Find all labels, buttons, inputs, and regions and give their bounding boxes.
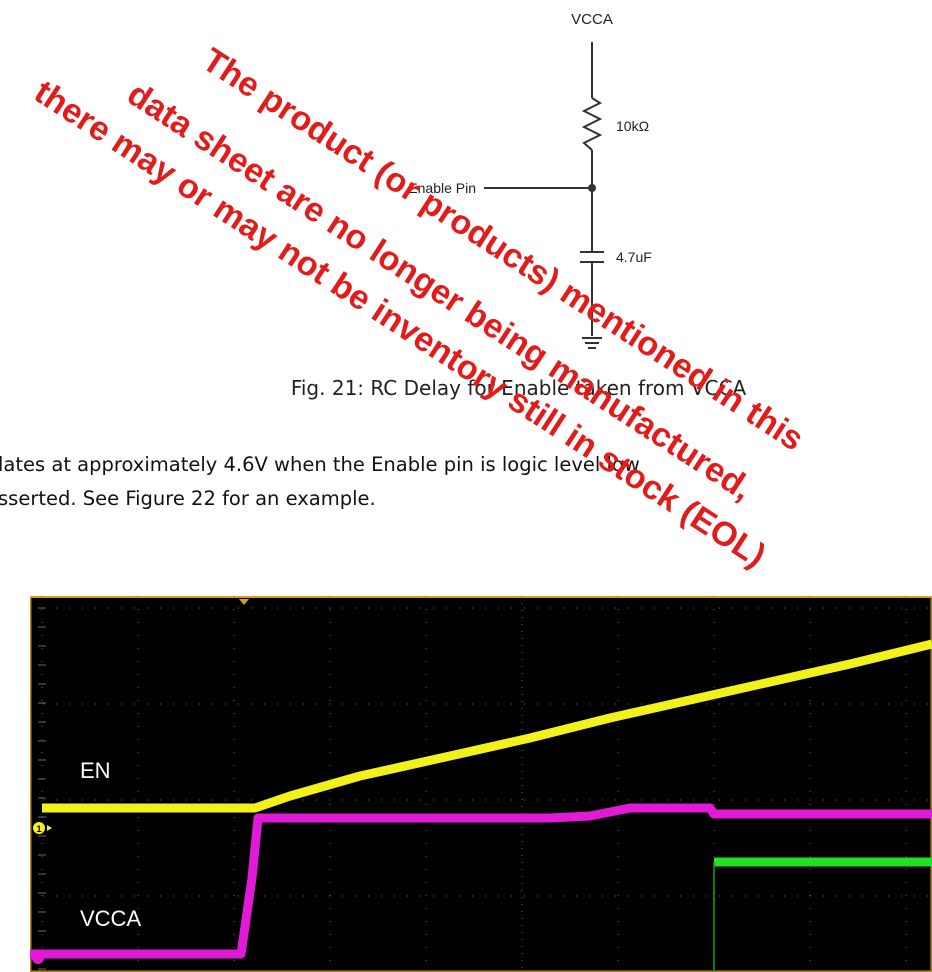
ground-icon <box>582 337 602 349</box>
en-trace-label: EN <box>80 758 111 783</box>
vcca-supply-label: VCCA <box>571 11 613 28</box>
oscilloscope-capture: EN VCCA 1 <box>30 596 932 972</box>
figure-caption: Fig. 21: RC Delay for Enable taken from … <box>290 376 747 400</box>
trigger-marker-icon <box>239 599 249 605</box>
channel-marker-vcca-icon <box>32 952 44 964</box>
enable-pin-label: Enable Pin <box>408 180 476 196</box>
scope-screen: EN VCCA 1 <box>30 596 932 972</box>
vcca-trace-label: VCCA <box>80 906 141 931</box>
en-trace <box>42 639 932 813</box>
resistor-value-label: 10kΩ <box>616 118 649 134</box>
resistor-symbol <box>581 97 603 151</box>
rc-delay-schematic: VCCA 10kΩ Enable Pin 4.7uF <box>408 11 652 349</box>
channel-1-marker-icon: 1 <box>33 822 52 834</box>
capacitor-value-label: 4.7uF <box>616 249 652 265</box>
svg-text:1: 1 <box>36 824 41 834</box>
body-paragraph: lates at approximately 4.6V when the Ena… <box>0 448 932 516</box>
paragraph-line-1: lates at approximately 4.6V when the Ena… <box>0 453 640 476</box>
paragraph-line-2: sserted. See Figure 22 for an example. <box>0 487 376 510</box>
